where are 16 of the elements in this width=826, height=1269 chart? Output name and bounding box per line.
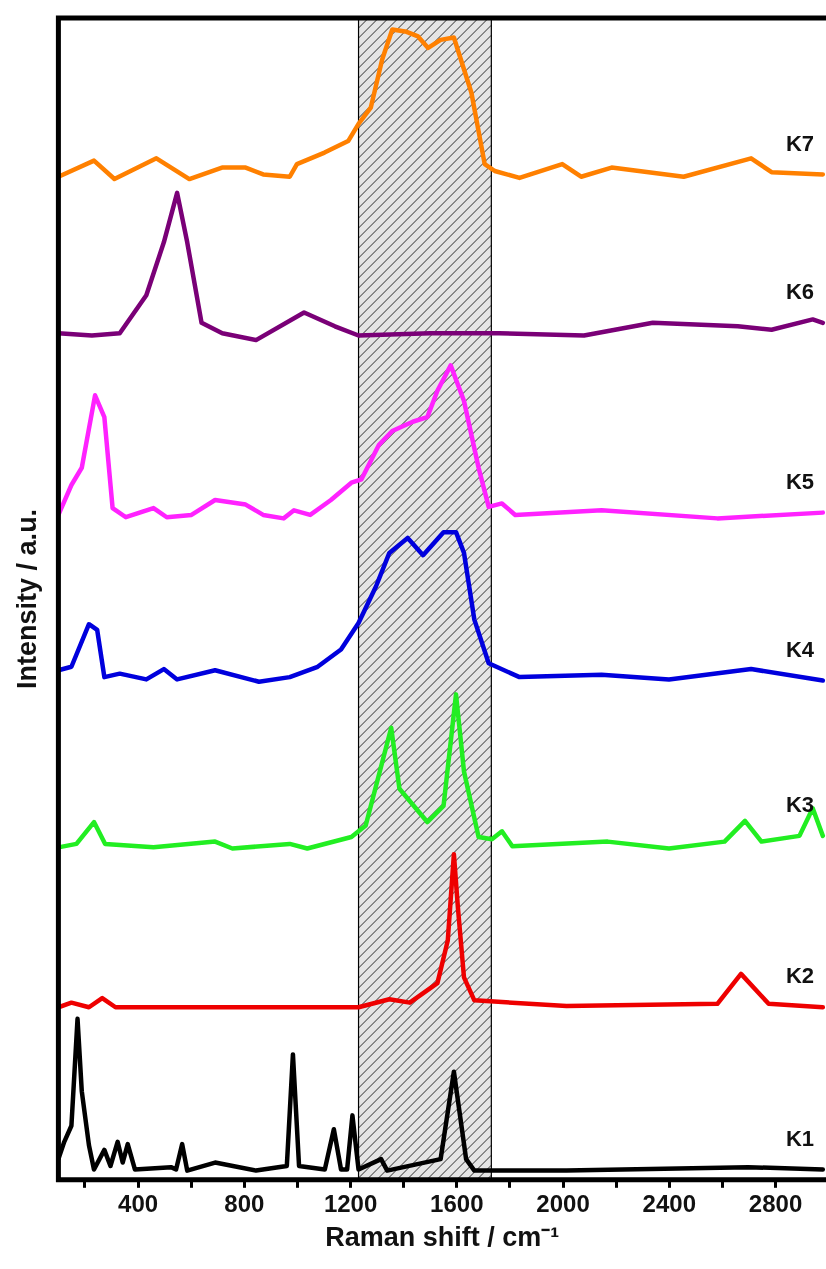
x-tick-label: 400 — [118, 1189, 159, 1217]
x-tick-label: 1600 — [430, 1189, 484, 1217]
x-tick-label: 2000 — [536, 1189, 590, 1217]
series-label: K6 — [785, 278, 814, 304]
x-tick-label: 2400 — [642, 1189, 696, 1217]
series-label: K7 — [785, 130, 814, 156]
y-axis-title: Intensity / a.u. — [11, 508, 42, 689]
series-label: K1 — [785, 1125, 814, 1151]
series-label: K5 — [785, 468, 814, 494]
series-label: K4 — [785, 636, 815, 662]
series-label: K2 — [785, 963, 814, 989]
x-tick-label: 1200 — [323, 1189, 378, 1217]
x-tick-label: 2800 — [748, 1189, 803, 1217]
x-tick-label: 800 — [224, 1189, 265, 1217]
x-axis-title: Raman shift / cm⁻¹ — [325, 1222, 560, 1253]
series-label: K3 — [785, 791, 814, 817]
